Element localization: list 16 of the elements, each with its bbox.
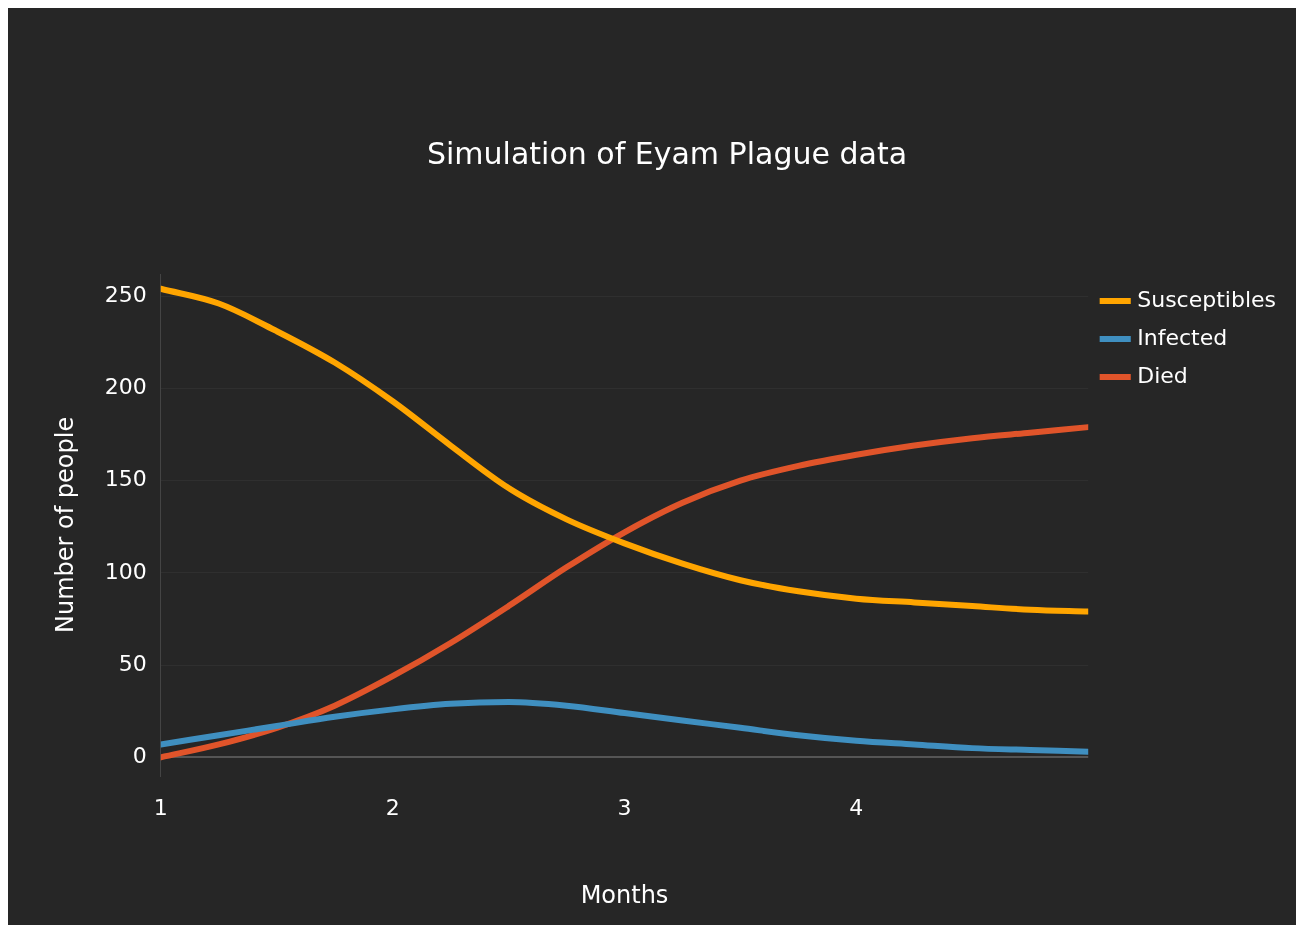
y-tick-label: 0 xyxy=(132,743,147,769)
y-tick-label: 250 xyxy=(104,281,147,307)
legend-label: Susceptibles xyxy=(1137,286,1276,312)
x-tick-label: 3 xyxy=(617,794,632,820)
x-axis-title: Months xyxy=(580,880,669,909)
chart-title: Simulation of Eyam Plague data xyxy=(426,135,908,171)
y-tick-label: 200 xyxy=(104,374,147,400)
y-tick-label: 100 xyxy=(104,558,147,584)
x-tick-label: 1 xyxy=(153,794,168,820)
x-tick-label: 2 xyxy=(385,794,400,820)
legend-label: Infected xyxy=(1137,324,1228,350)
y-axis-title: Number of people xyxy=(50,416,79,633)
y-tick-label: 50 xyxy=(118,650,147,676)
legend-label: Died xyxy=(1137,362,1188,388)
y-tick-label: 150 xyxy=(104,466,147,492)
x-tick-label: 4 xyxy=(849,794,864,820)
